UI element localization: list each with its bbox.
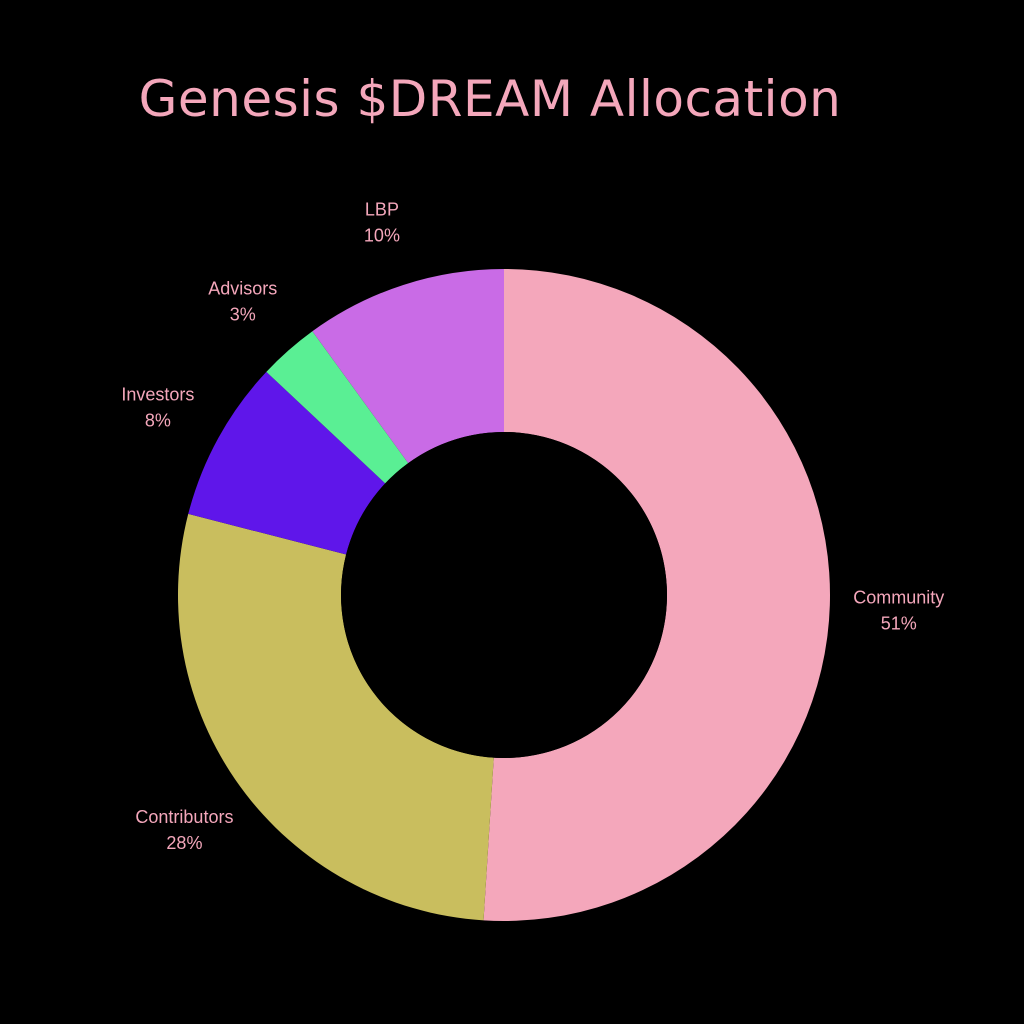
slice-value-label: 3% xyxy=(230,305,256,325)
slice-name-label: Advisors xyxy=(208,279,277,299)
slice-name-label: LBP xyxy=(365,199,399,219)
donut-hole xyxy=(341,432,667,758)
slice-label-investors: Investors 8% xyxy=(121,385,194,431)
slice-value-label: 28% xyxy=(166,833,202,853)
slice-value-label: 10% xyxy=(364,225,400,245)
slice-name-label: Community xyxy=(853,587,944,607)
slice-contributors xyxy=(178,513,494,921)
slice-value-label: 8% xyxy=(145,411,171,431)
slice-community xyxy=(483,269,831,921)
slice-label-lbp: LBP 10% xyxy=(364,199,400,245)
slice-advisors xyxy=(266,331,409,484)
labels-layer: Community 51% Contributors 28% Investors 8% Ad… xyxy=(121,199,944,853)
slice-investors xyxy=(188,371,386,555)
slice-value-label: 51% xyxy=(881,613,917,633)
slices-layer xyxy=(178,269,831,921)
slice-label-contributors: Contributors 28% xyxy=(135,807,233,853)
slice-lbp xyxy=(312,269,504,464)
slice-label-advisors: Advisors 3% xyxy=(208,279,277,325)
slice-name-label: Investors xyxy=(121,385,194,405)
slice-label-community: Community 51% xyxy=(853,587,944,633)
chart-title: Genesis $DREAM Allocation xyxy=(138,70,842,128)
slice-name-label: Contributors xyxy=(135,807,233,827)
